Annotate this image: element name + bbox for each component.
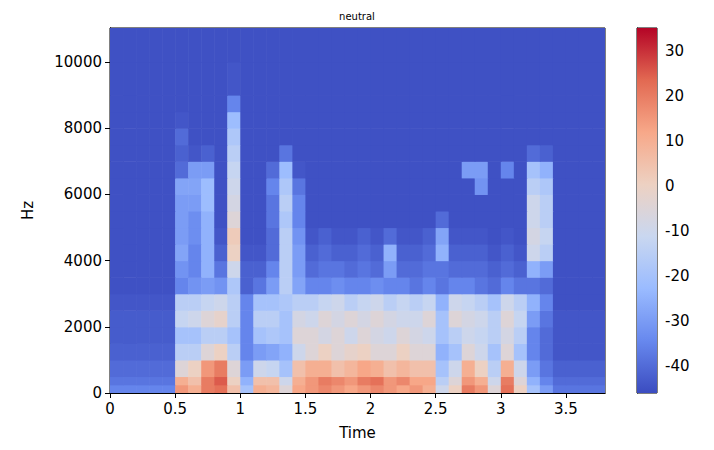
svg-text:2: 2 xyxy=(366,400,376,418)
svg-text:6000: 6000 xyxy=(64,185,102,203)
svg-text:0: 0 xyxy=(92,384,102,402)
svg-text:3: 3 xyxy=(496,400,506,418)
svg-text:3.5: 3.5 xyxy=(554,400,578,418)
svg-text:0.5: 0.5 xyxy=(163,400,187,418)
svg-text:20: 20 xyxy=(665,87,684,105)
svg-text:neutral: neutral xyxy=(339,11,375,22)
svg-text:0: 0 xyxy=(105,400,115,418)
svg-text:-20: -20 xyxy=(665,267,690,285)
svg-text:-40: -40 xyxy=(665,357,690,375)
svg-text:Hz: Hz xyxy=(19,201,37,220)
svg-text:-30: -30 xyxy=(665,312,690,330)
svg-text:8000: 8000 xyxy=(64,119,102,137)
svg-text:1.5: 1.5 xyxy=(293,400,317,418)
svg-text:10: 10 xyxy=(665,132,684,150)
svg-text:1: 1 xyxy=(235,400,245,418)
svg-text:2000: 2000 xyxy=(64,318,102,336)
svg-text:Time: Time xyxy=(338,424,376,442)
svg-text:10000: 10000 xyxy=(54,53,102,71)
svg-text:2.5: 2.5 xyxy=(424,400,448,418)
svg-text:4000: 4000 xyxy=(64,252,102,270)
svg-text:-10: -10 xyxy=(665,222,690,240)
svg-text:0: 0 xyxy=(665,177,675,195)
svg-text:30: 30 xyxy=(665,42,684,60)
